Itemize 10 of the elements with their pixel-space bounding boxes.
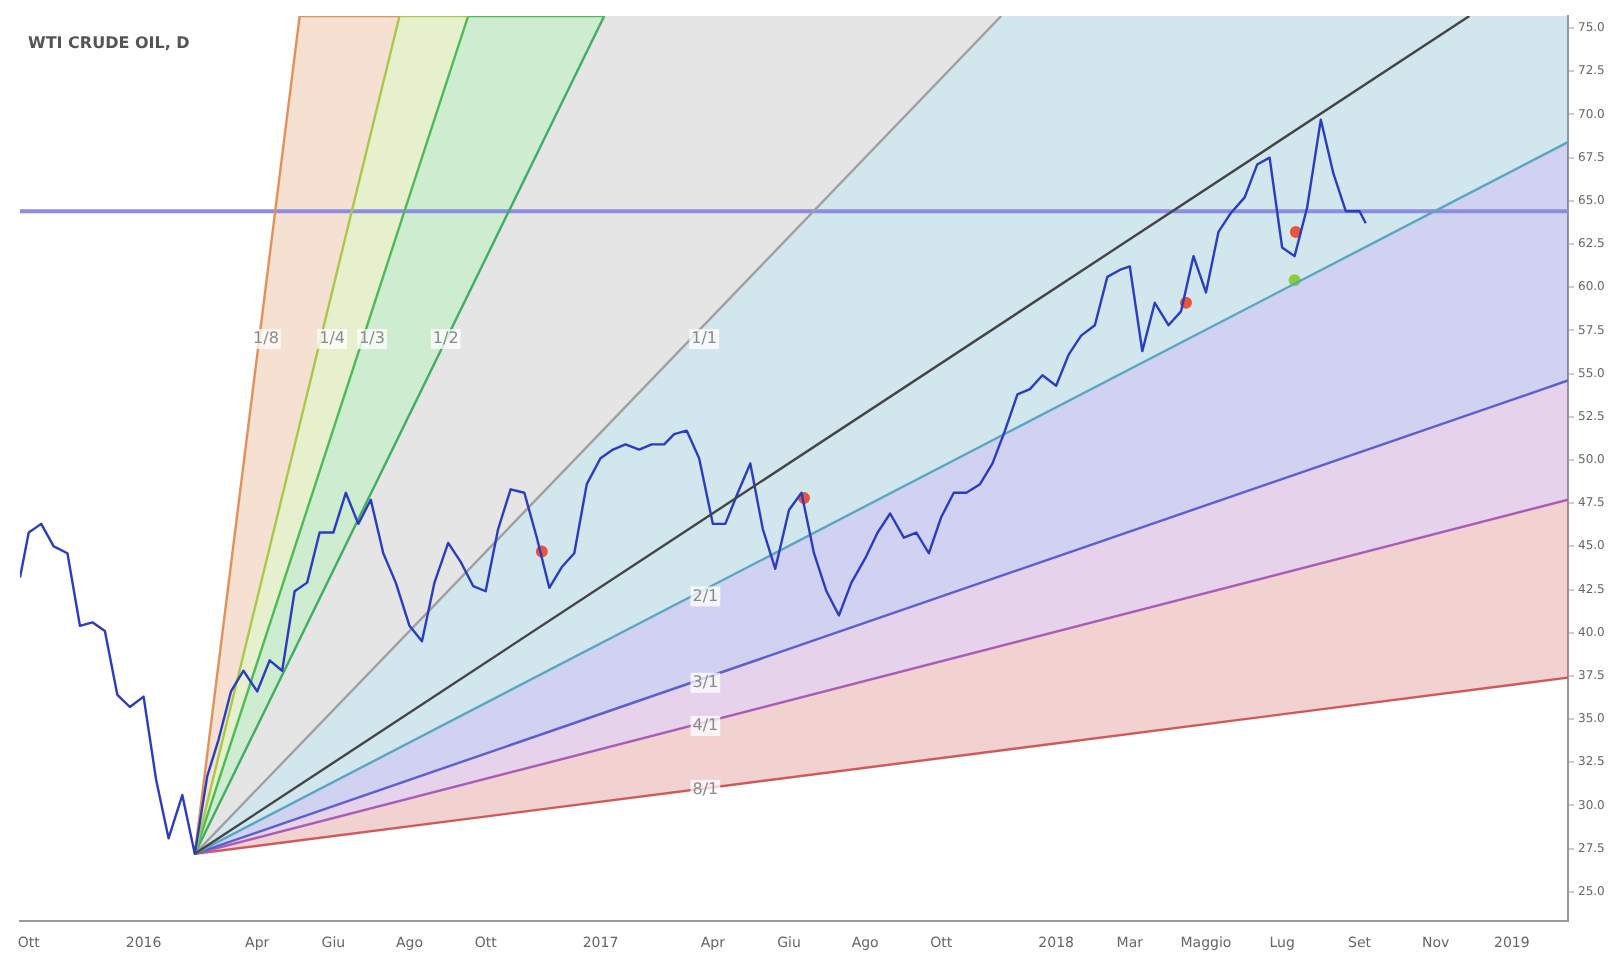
annotation: 3/1 [692, 672, 719, 691]
text: WTI CRUDE OIL, D [28, 34, 191, 52]
annotation: 1/4 [319, 329, 345, 348]
annotation: 1/1 [691, 329, 717, 348]
annotation: 2/1 [692, 586, 719, 605]
annotation: 4/1 [692, 716, 719, 735]
annotation: 8/1 [692, 780, 719, 799]
annotation: 1/8 [253, 329, 279, 348]
annotation: 1/2 [432, 329, 459, 348]
annotation: 1/3 [359, 329, 385, 348]
